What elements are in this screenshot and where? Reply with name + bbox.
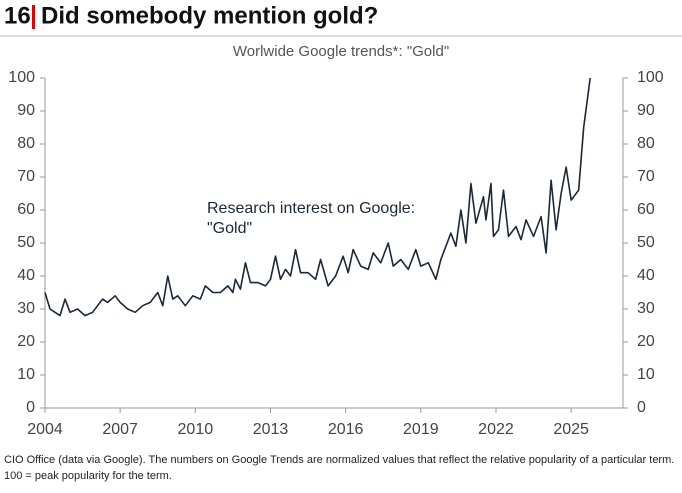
y2-tick-label: 10 [637, 366, 655, 383]
y2-tick-label: 40 [637, 267, 655, 284]
y-tick-label: 20 [17, 333, 35, 350]
y2-tick-label: 60 [637, 201, 655, 218]
x-tick-label: 2016 [328, 421, 364, 438]
header-divider [32, 5, 35, 29]
y2-tick-label: 100 [637, 69, 664, 86]
annotation: "Gold" [207, 220, 252, 237]
y-tick-label: 70 [17, 168, 35, 185]
y-tick-label: 10 [17, 366, 35, 383]
x-tick-label: 2010 [178, 421, 214, 438]
y-tick-label: 50 [17, 234, 35, 251]
x-tick-label: 2025 [553, 421, 589, 438]
y2-tick-label: 30 [637, 300, 655, 317]
y2-tick-label: 50 [637, 234, 655, 251]
y2-tick-label: 90 [637, 102, 655, 119]
y-tick-label: 80 [17, 135, 35, 152]
x-tick-label: 2007 [102, 421, 138, 438]
header-number: 16 [4, 2, 31, 29]
x-tick-label: 2013 [253, 421, 289, 438]
y-tick-label: 60 [17, 201, 35, 218]
y-tick-label: 0 [26, 399, 35, 416]
x-tick-label: 2004 [27, 421, 63, 438]
data-line [44, 77, 591, 317]
header-title: Did somebody mention gold? [41, 2, 378, 29]
x-tick-label: 2022 [478, 421, 514, 438]
y-tick-label: 30 [17, 300, 35, 317]
x-tick-label: 2019 [403, 421, 439, 438]
annotation: Research interest on Google: [207, 200, 415, 217]
chart-title: Worlwide Google trends*: "Gold" [233, 43, 449, 60]
footnote: 100 = peak popularity for the term. [4, 470, 172, 482]
y2-tick-label: 0 [637, 399, 646, 416]
y2-tick-label: 20 [637, 333, 655, 350]
y-tick-label: 100 [8, 69, 35, 86]
y2-tick-label: 80 [637, 135, 655, 152]
y-tick-label: 40 [17, 267, 35, 284]
y-tick-label: 90 [17, 102, 35, 119]
y2-tick-label: 70 [637, 168, 655, 185]
footnote: CIO Office (data via Google). The number… [4, 454, 674, 466]
